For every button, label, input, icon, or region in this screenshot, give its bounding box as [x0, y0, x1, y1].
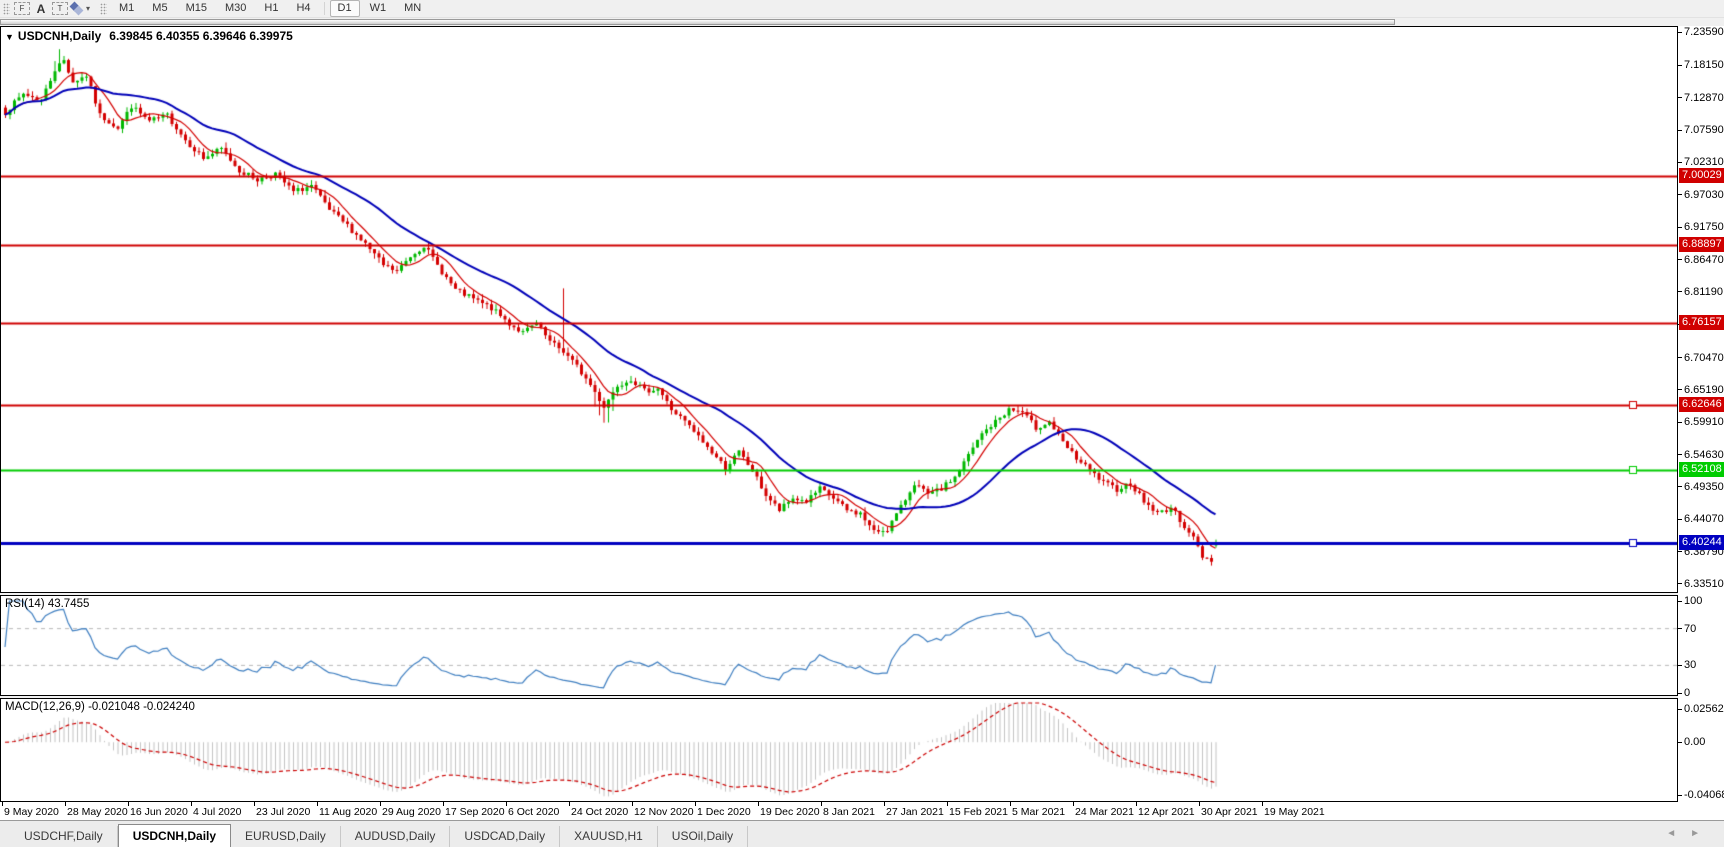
timeframe-button-w1[interactable]: W1 [369, 2, 387, 14]
tab-scroll-arrows: ◄► [1666, 828, 1714, 839]
time-tick-label: 9 May 2020 [4, 806, 59, 818]
toolbar-grip[interactable] [3, 2, 10, 15]
time-tick-label: 23 Jul 2020 [256, 806, 311, 818]
time-tick-mark [1199, 802, 1200, 806]
time-tick-mark [758, 802, 759, 806]
chart-scrollbar [0, 18, 1724, 26]
macd-chart-canvas[interactable] [1, 699, 1677, 801]
chart-tab-xauusd[interactable]: XAUUSD,H1 [560, 826, 658, 847]
time-tick-label: 19 Dec 2020 [760, 806, 820, 818]
time-tick-mark [317, 802, 318, 806]
time-tick-label: 12 Apr 2021 [1138, 806, 1195, 818]
text-label-tool-icon[interactable]: T [52, 2, 68, 15]
time-tick-label: 16 Jun 2020 [130, 806, 188, 818]
time-tick-mark [569, 802, 570, 806]
toolbar-separator [323, 2, 325, 15]
time-tick-label: 28 May 2020 [67, 806, 128, 818]
chart-ohlc-values: 6.39845 6.40355 6.39646 6.39975 [109, 29, 293, 43]
arrows-tool-icon[interactable]: ▾ [69, 1, 91, 15]
time-tick-label: 27 Jan 2021 [886, 806, 944, 818]
time-tick-mark [443, 802, 444, 806]
chart-tab-eurusd[interactable]: EURUSD,Daily [231, 826, 341, 847]
macd-pane: MACD(12,26,9) -0.021048 -0.024240 [0, 698, 1678, 802]
time-tick-mark [632, 802, 633, 806]
time-tick-label: 15 Feb 2021 [949, 806, 1008, 818]
time-tick-mark [821, 802, 822, 806]
time-tick-mark [191, 802, 192, 806]
time-tick-mark [1010, 802, 1011, 806]
time-tick-mark [2, 802, 3, 806]
main-chart-pane: ▼ USDCNH,Daily 6.39845 6.40355 6.39646 6.3… [0, 26, 1678, 593]
price-axis-background [1678, 26, 1724, 802]
floating-toolbar-icon[interactable]: F [14, 2, 30, 15]
text-tool-icon[interactable]: A [32, 1, 50, 16]
chart-tab-bar: USDCHF,Daily USDCNH,Daily EURUSD,Daily AUDU… [0, 820, 1724, 847]
time-tick-mark [884, 802, 885, 806]
chart-tab-usdcnh[interactable]: USDCNH,Daily [117, 824, 232, 847]
rsi-chart-canvas[interactable] [1, 596, 1677, 695]
chart-tab-usoil[interactable]: USOil,Daily [658, 826, 749, 847]
rsi-indicator-label: RSI(14) 43.7455 [5, 598, 90, 610]
chart-symbol-label: USDCNH,Daily [17, 29, 102, 43]
chart-tab-usdcad[interactable]: USDCAD,Daily [450, 826, 561, 847]
time-tick-label: 6 Oct 2020 [508, 806, 560, 818]
toolbar: F A T ▾ M1 M5 M15 M30 H1 H4 D1 W1 MN [0, 0, 1724, 18]
time-tick-label: 17 Sep 2020 [445, 806, 505, 818]
time-tick-mark [380, 802, 381, 806]
chart-title: ▼ USDCNH,Daily 6.39845 6.40355 6.39646 6.3… [5, 29, 293, 43]
chart-scrollbar-thumb[interactable] [0, 19, 1395, 25]
time-tick-mark [1136, 802, 1137, 806]
time-tick-mark [506, 802, 507, 806]
timeframe-button-d1[interactable]: D1 [329, 0, 360, 17]
time-tick-label: 11 Aug 2020 [319, 806, 378, 818]
time-tick-label: 29 Aug 2020 [382, 806, 441, 818]
time-tick-mark [65, 802, 66, 806]
tab-scroll-left-icon[interactable]: ◄ [1666, 828, 1691, 839]
time-tick-label: 30 Apr 2021 [1201, 806, 1258, 818]
tab-scroll-right-icon[interactable]: ► [1690, 828, 1714, 839]
time-tick-label: 24 Mar 2021 [1075, 806, 1134, 818]
time-tick-mark [128, 802, 129, 806]
symbol-dropdown-icon[interactable]: ▼ [5, 32, 14, 42]
text-tool-glyph: A [36, 1, 46, 16]
time-tick-label: 1 Dec 2020 [697, 806, 751, 818]
macd-indicator-label: MACD(12,26,9) -0.021048 -0.024240 [5, 701, 195, 713]
timeframe-button-group: M1 M5 M15 M30 H1 H4 D1 W1 MN [110, 0, 430, 17]
timeframe-toolbar-grip[interactable] [100, 2, 108, 15]
rsi-pane: RSI(14) 43.7455 [0, 595, 1678, 696]
time-tick-mark [1262, 802, 1263, 806]
chart-tab-usdchf[interactable]: USDCHF,Daily [10, 826, 118, 847]
time-tick-label: 12 Nov 2020 [634, 806, 694, 818]
timeframe-button-mn[interactable]: MN [404, 2, 422, 14]
timeframe-button-m1[interactable]: M1 [119, 2, 135, 14]
time-tick-label: 4 Jul 2020 [193, 806, 242, 818]
time-tick-mark [695, 802, 696, 806]
time-tick-label: 5 Mar 2021 [1012, 806, 1066, 818]
timeframe-button-h4[interactable]: H4 [296, 2, 311, 14]
timeframe-button-m15[interactable]: M15 [185, 2, 207, 14]
time-tick-mark [254, 802, 255, 806]
time-axis: 9 May 2020 28 May 2020 16 Jun 2020 4 Jul 20… [0, 802, 1724, 820]
time-tick-mark [1073, 802, 1074, 806]
time-tick-label: 8 Jan 2021 [823, 806, 875, 818]
chart-tab-audusd[interactable]: AUDUSD,Daily [341, 826, 451, 847]
time-tick-label: 24 Oct 2020 [571, 806, 629, 818]
chevron-down-icon[interactable]: ▾ [86, 4, 91, 13]
timeframe-button-h1[interactable]: H1 [264, 2, 279, 14]
time-tick-label: 19 May 2021 [1264, 806, 1325, 818]
timeframe-button-m30[interactable]: M30 [224, 2, 247, 14]
candlestick-chart-canvas[interactable] [1, 27, 1677, 592]
time-tick-mark [947, 802, 948, 806]
timeframe-button-m5[interactable]: M5 [152, 2, 168, 14]
